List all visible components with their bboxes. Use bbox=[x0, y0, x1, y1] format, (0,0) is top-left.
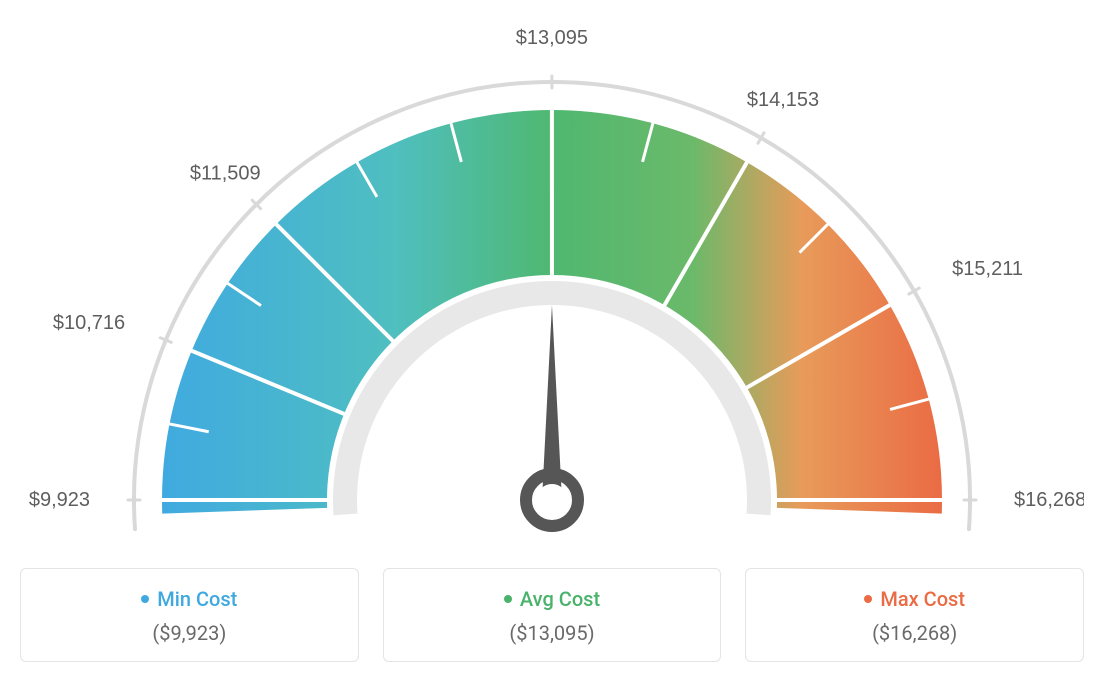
legend-label-min: Min Cost bbox=[141, 587, 237, 611]
legend-dot-max bbox=[864, 595, 872, 603]
legend-dot-avg bbox=[504, 595, 512, 603]
legend-card-min: Min Cost ($9,923) bbox=[20, 568, 359, 662]
gauge-svg: $9,923 $10,716 $11,509 $13,095 $14,153 $15,21… bbox=[20, 20, 1084, 550]
legend-value-max: ($16,268) bbox=[756, 621, 1073, 645]
svg-text:$16,268: $16,268 bbox=[1014, 489, 1084, 511]
legend-dot-min bbox=[141, 595, 149, 603]
svg-text:$13,095: $13,095 bbox=[516, 27, 588, 49]
legend-text-max: Max Cost bbox=[880, 587, 965, 611]
legend-value-avg: ($13,095) bbox=[394, 621, 711, 645]
legend-card-avg: Avg Cost ($13,095) bbox=[383, 568, 722, 662]
legend-text-avg: Avg Cost bbox=[520, 587, 600, 611]
legend-row: Min Cost ($9,923) Avg Cost ($13,095) Max… bbox=[20, 568, 1084, 662]
cost-gauge-chart: $9,923 $10,716 $11,509 $13,095 $14,153 $15,21… bbox=[20, 20, 1084, 662]
legend-label-max: Max Cost bbox=[864, 587, 965, 611]
legend-value-min: ($9,923) bbox=[31, 621, 348, 645]
legend-label-avg: Avg Cost bbox=[504, 587, 600, 611]
svg-text:$10,716: $10,716 bbox=[53, 312, 125, 334]
legend-text-min: Min Cost bbox=[157, 587, 237, 611]
legend-card-max: Max Cost ($16,268) bbox=[745, 568, 1084, 662]
svg-text:$11,509: $11,509 bbox=[190, 162, 261, 184]
svg-text:$15,211: $15,211 bbox=[952, 258, 1023, 280]
gauge-area: $9,923 $10,716 $11,509 $13,095 $14,153 $15,21… bbox=[20, 20, 1084, 550]
svg-text:$14,153: $14,153 bbox=[747, 89, 819, 111]
svg-text:$9,923: $9,923 bbox=[29, 489, 90, 511]
